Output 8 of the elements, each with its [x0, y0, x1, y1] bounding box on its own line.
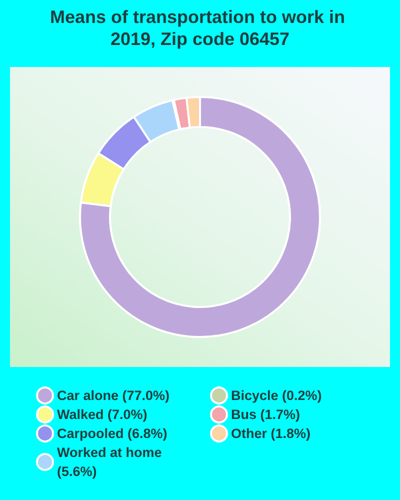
legend-label: Walked (7.0%) [57, 407, 148, 422]
chart-title: Means of transportation to work in 2019, Zip code 06457 [50, 7, 350, 49]
legend-label: Carpooled (6.8%) [57, 426, 168, 441]
legend-label: Car alone (77.0%) [57, 388, 170, 403]
legend-label: Worked at home (5.6%) [57, 445, 166, 479]
legend-label: Other (1.8%) [231, 426, 311, 441]
legend-label: Bus (1.7%) [231, 407, 300, 422]
legend-label: Bicycle (0.2%) [231, 388, 322, 403]
